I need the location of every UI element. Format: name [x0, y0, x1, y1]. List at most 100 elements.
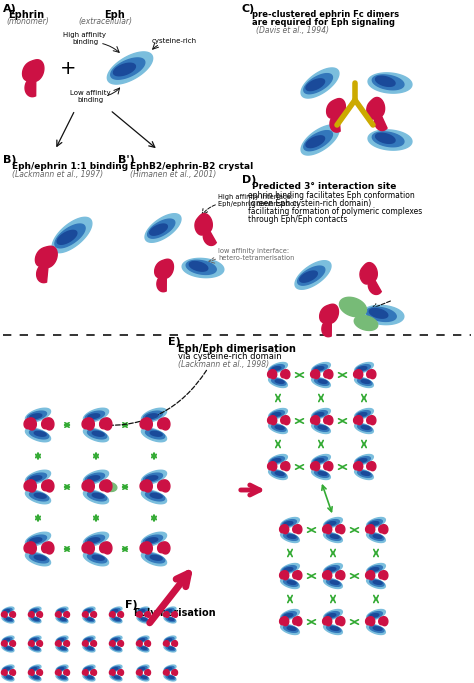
- Text: Eph: Eph: [105, 10, 126, 20]
- Polygon shape: [56, 636, 68, 643]
- Polygon shape: [318, 472, 327, 475]
- Polygon shape: [172, 669, 178, 675]
- Polygon shape: [379, 571, 388, 580]
- Polygon shape: [4, 668, 10, 670]
- Polygon shape: [29, 492, 49, 501]
- Text: Polymerisation: Polymerisation: [133, 608, 216, 618]
- Polygon shape: [87, 647, 93, 650]
- Polygon shape: [111, 609, 120, 613]
- Polygon shape: [85, 675, 94, 680]
- Polygon shape: [310, 370, 320, 378]
- Polygon shape: [293, 525, 302, 533]
- Polygon shape: [361, 426, 370, 430]
- Text: High affinity interface:
Eph/ephrin dimerisation: High affinity interface: Eph/ephrin dime…: [218, 194, 298, 207]
- Polygon shape: [85, 411, 104, 420]
- Polygon shape: [356, 365, 370, 372]
- Polygon shape: [379, 617, 388, 626]
- Polygon shape: [269, 363, 287, 373]
- Polygon shape: [324, 532, 342, 542]
- Polygon shape: [100, 542, 112, 554]
- Polygon shape: [88, 476, 100, 481]
- Polygon shape: [139, 617, 148, 622]
- Polygon shape: [58, 610, 64, 612]
- Polygon shape: [139, 668, 145, 670]
- Polygon shape: [26, 470, 51, 484]
- Polygon shape: [85, 646, 94, 650]
- Polygon shape: [82, 480, 94, 492]
- Polygon shape: [358, 471, 372, 477]
- Polygon shape: [55, 611, 61, 617]
- Polygon shape: [6, 676, 12, 678]
- Polygon shape: [57, 609, 66, 613]
- Polygon shape: [58, 639, 64, 641]
- Polygon shape: [56, 674, 68, 681]
- Polygon shape: [367, 563, 385, 574]
- Polygon shape: [283, 580, 298, 586]
- Polygon shape: [29, 617, 41, 623]
- Polygon shape: [85, 535, 104, 544]
- Polygon shape: [372, 132, 404, 147]
- Polygon shape: [158, 480, 170, 492]
- Polygon shape: [330, 581, 339, 585]
- Polygon shape: [356, 457, 370, 463]
- Polygon shape: [322, 320, 331, 337]
- Polygon shape: [84, 667, 93, 671]
- Text: (extracellular): (extracellular): [78, 17, 132, 26]
- Polygon shape: [141, 618, 147, 620]
- Polygon shape: [24, 542, 36, 554]
- Polygon shape: [114, 618, 120, 620]
- Polygon shape: [365, 617, 375, 626]
- Polygon shape: [330, 114, 340, 132]
- Polygon shape: [313, 457, 328, 463]
- Polygon shape: [269, 454, 287, 464]
- Polygon shape: [355, 454, 374, 464]
- Polygon shape: [287, 581, 296, 585]
- Polygon shape: [2, 617, 14, 623]
- Text: ephrin binding facilitates Eph conformation: ephrin binding facilitates Eph conformat…: [248, 191, 415, 200]
- Polygon shape: [111, 58, 145, 79]
- Polygon shape: [4, 617, 13, 622]
- Polygon shape: [2, 636, 14, 643]
- Polygon shape: [358, 367, 367, 370]
- Polygon shape: [336, 571, 345, 580]
- Polygon shape: [165, 609, 174, 613]
- Polygon shape: [85, 668, 91, 670]
- Polygon shape: [280, 617, 289, 626]
- Text: Predicted 3° interaction site: Predicted 3° interaction site: [252, 182, 396, 191]
- Polygon shape: [137, 645, 149, 652]
- Polygon shape: [158, 418, 170, 430]
- Polygon shape: [26, 532, 51, 546]
- Text: (Himanen et al., 2001): (Himanen et al., 2001): [130, 170, 216, 179]
- Polygon shape: [164, 611, 169, 617]
- Polygon shape: [82, 669, 88, 675]
- Polygon shape: [91, 641, 97, 646]
- Polygon shape: [139, 675, 148, 680]
- Polygon shape: [109, 611, 115, 617]
- Polygon shape: [64, 641, 70, 646]
- Polygon shape: [168, 618, 174, 620]
- Polygon shape: [100, 480, 112, 492]
- Polygon shape: [56, 617, 68, 623]
- Polygon shape: [30, 476, 42, 481]
- Text: Ephrin: Ephrin: [8, 10, 44, 20]
- Polygon shape: [272, 459, 281, 462]
- Polygon shape: [34, 555, 46, 560]
- Polygon shape: [311, 363, 330, 373]
- Polygon shape: [4, 610, 10, 612]
- Polygon shape: [137, 607, 149, 613]
- Polygon shape: [30, 414, 42, 419]
- Polygon shape: [10, 641, 16, 646]
- Text: pre-clustered ephrin Fc dimers: pre-clustered ephrin Fc dimers: [252, 10, 399, 19]
- Polygon shape: [56, 645, 68, 652]
- Polygon shape: [112, 639, 118, 641]
- Polygon shape: [304, 130, 332, 151]
- Polygon shape: [367, 98, 384, 119]
- Polygon shape: [28, 641, 34, 646]
- Polygon shape: [365, 525, 375, 533]
- Polygon shape: [107, 52, 153, 84]
- Polygon shape: [104, 482, 117, 492]
- Polygon shape: [112, 610, 118, 612]
- Polygon shape: [83, 617, 95, 623]
- Polygon shape: [83, 470, 109, 484]
- Polygon shape: [318, 380, 327, 383]
